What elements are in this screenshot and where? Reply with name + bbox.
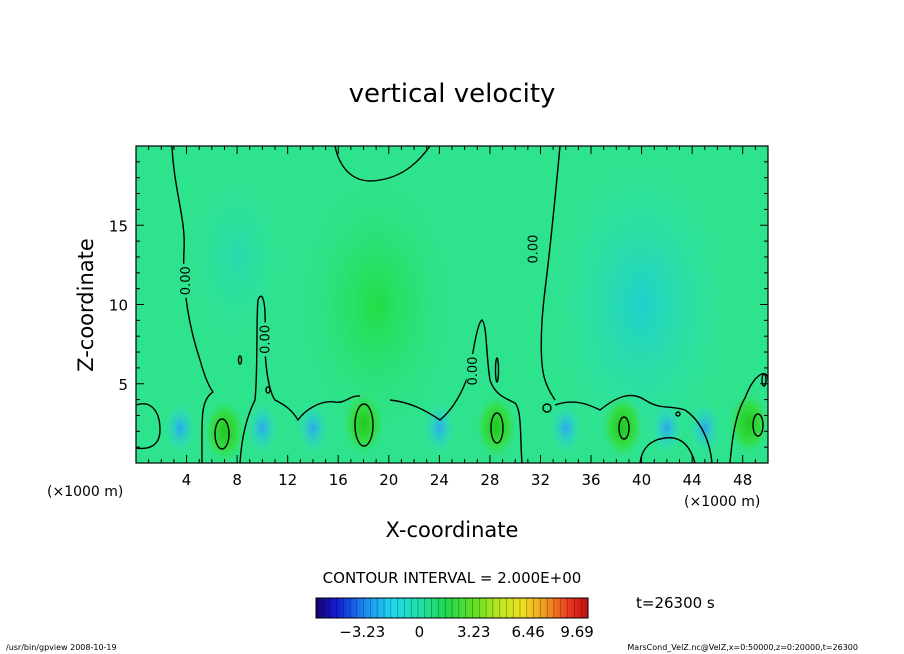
time-label: t=26300 s xyxy=(636,594,715,612)
footer-left: /usr/bin/gpview 2008-10-19 xyxy=(6,643,117,652)
colorbar-tick-label: 0 xyxy=(415,623,425,641)
contour-lower-right xyxy=(554,394,713,463)
zero-contour-left xyxy=(171,146,215,463)
small-contour-d xyxy=(542,403,552,413)
downdraft-cell-1 xyxy=(164,402,197,455)
contour-label-4: 0.00 xyxy=(527,235,542,264)
contour-label-3: 0.00 xyxy=(466,357,481,386)
updraft-cell-2 xyxy=(341,389,386,458)
downdraft-cell-6 xyxy=(650,402,683,455)
updraft-cell-4 xyxy=(600,392,645,461)
x-tick-label: 24 xyxy=(430,471,449,489)
contour-label-bg-3 xyxy=(466,354,481,389)
downdraft-cell-3 xyxy=(296,402,329,455)
small-contour-a xyxy=(237,355,243,365)
updraft-cell-1 xyxy=(202,397,247,463)
downdraft-cell-5 xyxy=(549,402,582,455)
contour-label-bg-4 xyxy=(527,232,542,267)
colorbar-stripes xyxy=(322,598,582,618)
zero-contour-right xyxy=(540,146,561,401)
x-tick-label: 16 xyxy=(329,471,348,489)
x-unit-left: (×1000 m) xyxy=(47,484,123,500)
contour-bottom-right xyxy=(639,437,696,463)
x-tick-label: 36 xyxy=(581,471,600,489)
x-tick-label: 44 xyxy=(683,471,702,489)
x-tick-label: 4 xyxy=(182,471,192,489)
updraft-contour-5 xyxy=(752,413,764,437)
left-downdraft-plume xyxy=(187,166,288,347)
footer-right: MarsCond_VelZ.nc@VelZ,x=0:50000,z=0:2000… xyxy=(627,643,858,652)
y-tick-label: 10 xyxy=(109,297,128,315)
contour-label-1: 0.00 xyxy=(179,266,194,295)
colorbar xyxy=(315,597,589,619)
x-tick-label: 12 xyxy=(278,471,297,489)
contour-label-2: 0.00 xyxy=(259,325,274,354)
contour-interval: CONTOUR INTERVAL = 2.000E+00 xyxy=(323,569,582,587)
updraft-contour-3 xyxy=(490,412,504,444)
colorbar-tick-label: 3.23 xyxy=(457,623,490,641)
small-contour-c xyxy=(494,357,500,383)
updraft-contour-1 xyxy=(214,418,230,450)
x-tick-label: 40 xyxy=(632,471,651,489)
updraft-cell-3 xyxy=(474,392,519,461)
x-tick-label: 20 xyxy=(379,471,398,489)
contour-label-bg-1 xyxy=(179,263,194,298)
central-updraft-plume xyxy=(286,154,467,455)
small-contour-b xyxy=(265,386,271,394)
colorbar-labels: −3.23 0 3.23 6.46 9.69 xyxy=(339,623,594,641)
plot-field: 0.00 0.00 0.00 0.00 xyxy=(136,146,768,463)
contour-label-bg-2 xyxy=(259,322,274,357)
x-unit-right: (×1000 m) xyxy=(684,494,760,510)
chart-title: vertical velocity xyxy=(349,79,556,109)
x-axis-label: X-coordinate xyxy=(386,518,519,542)
x-tick-label: 48 xyxy=(733,471,752,489)
x-tick-label: 28 xyxy=(480,471,499,489)
contour-x25 xyxy=(389,319,523,463)
contour-lower-left xyxy=(136,403,161,450)
velocity-field xyxy=(164,154,768,463)
contour-labels: 0.00 0.00 0.00 0.00 xyxy=(179,232,542,389)
downdraft-cell-2 xyxy=(246,402,279,455)
updraft-cell-5 xyxy=(727,389,768,458)
colorbar-tick-label: −3.23 xyxy=(339,623,385,641)
small-contour-f xyxy=(761,373,767,387)
x-tick-label: 32 xyxy=(531,471,550,489)
y-axis-label: Z-coordinate xyxy=(74,238,98,372)
colorbar-tick-label: 9.69 xyxy=(560,623,593,641)
y-tick-label: 15 xyxy=(109,217,128,235)
x-tick-label: 8 xyxy=(232,471,242,489)
downdraft-cell-7 xyxy=(688,402,721,455)
updraft-contour-2 xyxy=(354,403,374,447)
colorbar-tick-label: 6.46 xyxy=(511,623,544,641)
top-dome-contour xyxy=(334,146,431,182)
axis-ticks xyxy=(135,145,769,464)
right-downdraft-plume xyxy=(551,154,732,455)
y-tick-label: 5 xyxy=(118,376,128,394)
small-contour-e xyxy=(675,411,681,417)
updraft-contour-4 xyxy=(618,416,630,440)
